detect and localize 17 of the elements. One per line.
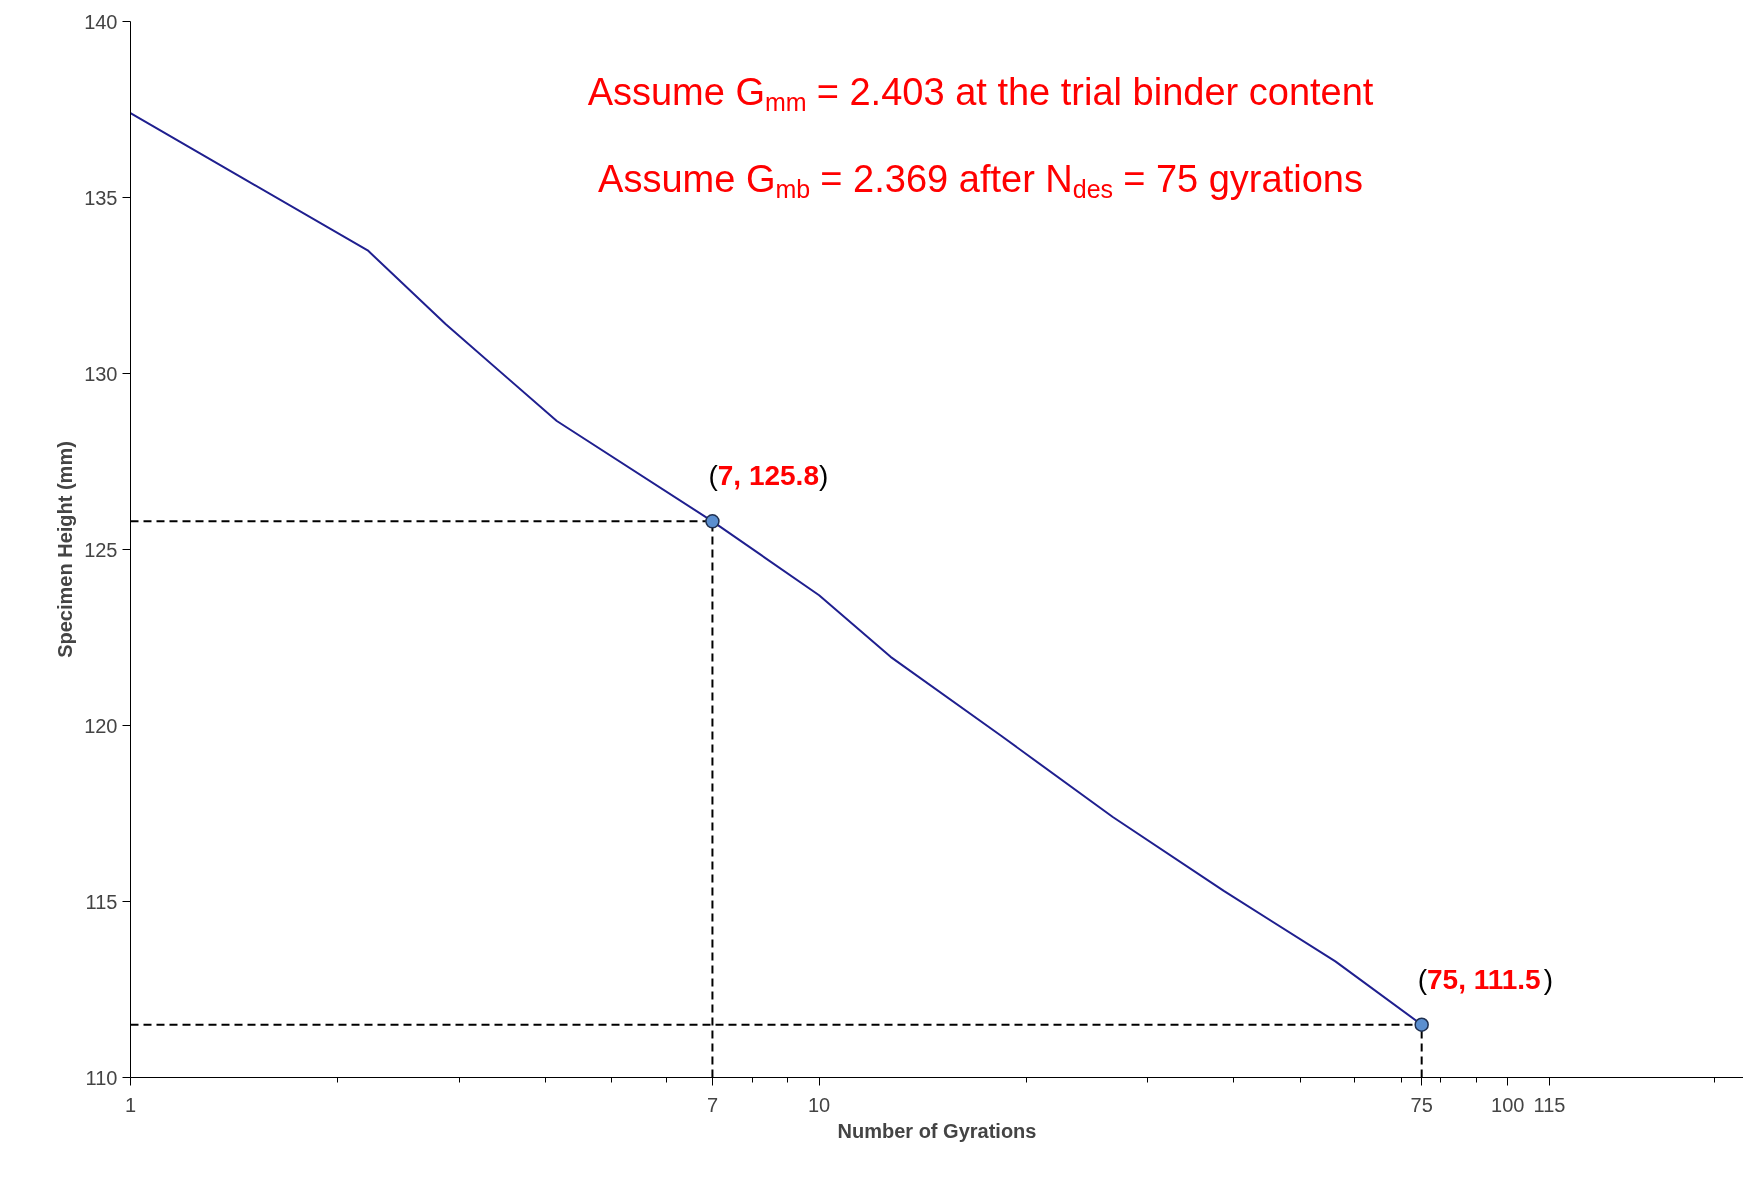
y-tick-label: 130: [84, 362, 118, 385]
y-tick-label: 135: [84, 186, 118, 209]
x-axis-title: Number of Gyrations: [837, 1119, 1037, 1142]
x-tick-label: 7: [706, 1093, 718, 1116]
x-tick-label: 75: [1410, 1093, 1433, 1116]
y-axis-title: Specimen Height (mm): [54, 441, 77, 658]
annotation: (75, 111.5): [1417, 963, 1554, 995]
y-tick-label: 110: [85, 1066, 118, 1089]
y-tick-label: 120: [84, 714, 118, 737]
x-tick-label: 1: [124, 1093, 137, 1116]
y-tick-label: 140: [84, 10, 118, 33]
x-tick-label: 10: [807, 1093, 831, 1116]
x-tick-label: 100: [1491, 1093, 1525, 1116]
y-tick-label: 115: [85, 890, 118, 913]
x-tick-label: 115: [1533, 1093, 1566, 1116]
y-tick-label: 125: [84, 538, 118, 561]
annotation: (7, 125.8): [708, 460, 829, 492]
